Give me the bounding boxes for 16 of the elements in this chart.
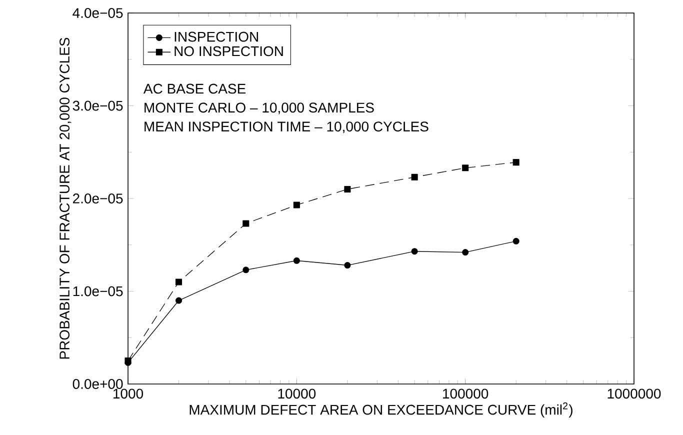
legend-label: NO INSPECTION <box>174 46 283 56</box>
annotation: MONTE CARLO – 10,000 SAMPLES <box>144 102 374 114</box>
annotation: AC BASE CASE <box>143 84 246 94</box>
legend-label: INSPECTION <box>174 32 258 42</box>
x-axis-title: MAXIMUM DEFECT AREA ON EXCEEDANCE CURVE (mil$^{2}$) <box>190 402 572 418</box>
x-tick-label: 100000 <box>443 388 488 399</box>
x-tick-label: 1000000 <box>608 388 661 399</box>
x-tick-label: 10000 <box>278 388 316 399</box>
y-tick-label: 0.0e+00 <box>72 379 123 389</box>
x-tick-label: 1000 <box>114 388 144 399</box>
y-tick-label: 3.0e−05 <box>72 100 123 111</box>
y-tick-label: 4.0e−05 <box>72 8 123 18</box>
y-tick-label: 2.0e−05 <box>73 194 123 204</box>
annotation: MEAN INSPECTION TIME – 10,000 CYCLES <box>144 122 428 134</box>
y-tick-label: 1.0e−05 <box>73 286 123 296</box>
y-axis-title: PROBABILITY OF FRACTURE AT 20,000 CYCLES <box>60 38 72 359</box>
